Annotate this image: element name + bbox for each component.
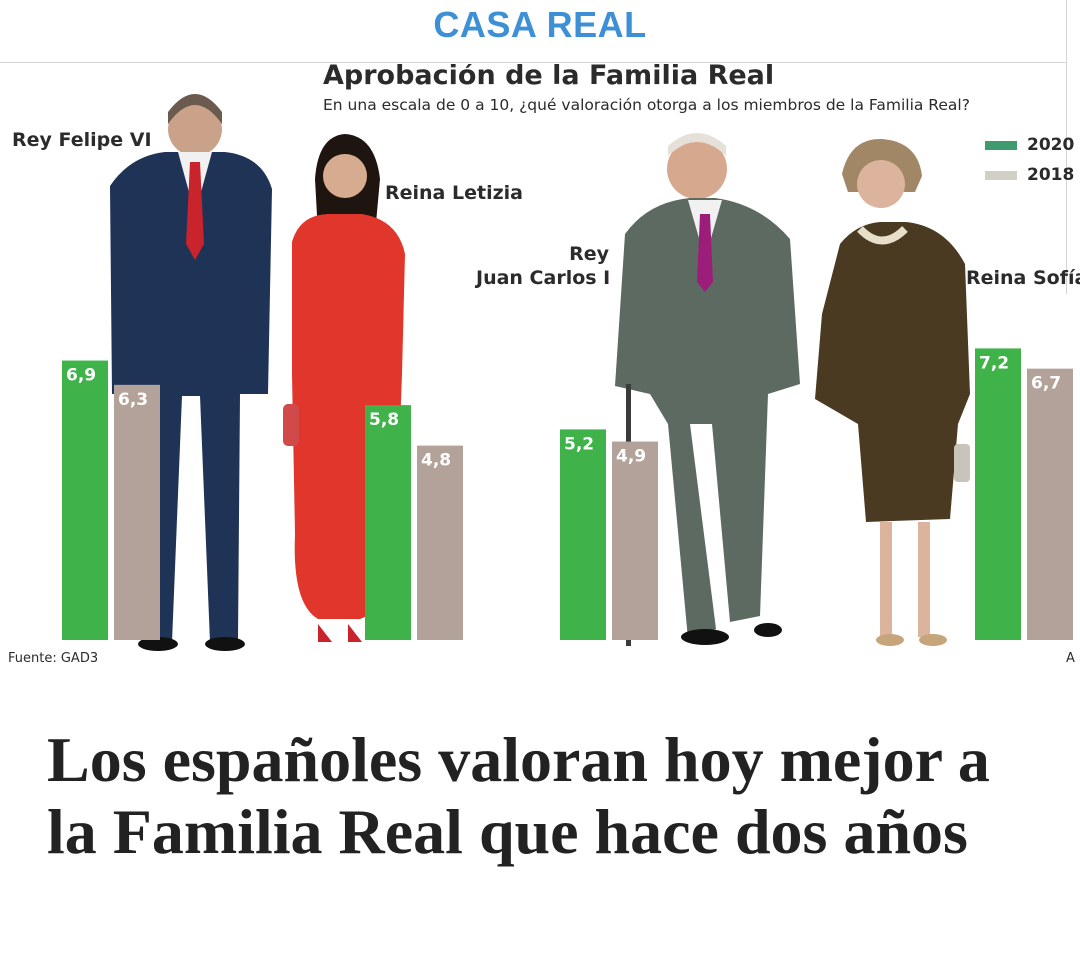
value-label-rey-juan-carlos-2018: 4,9 [616,447,646,467]
bars-layer: 6,9 6,3 5,8 4,8 5,2 4,9 7,2 6,7 [62,348,1073,640]
frame-edge [1066,0,1067,294]
label-rey-juan-carlos-line2: Juan Carlos I [476,267,611,289]
bar-reina-sofia-2020 [975,348,1021,640]
legend-swatch-2020 [985,140,1017,150]
bar-rey-felipe-2020 [62,360,108,640]
chart-credit: A [1066,651,1075,666]
legend-item-2020: 2020 [985,130,1074,160]
value-label-reina-letizia-2018: 4,8 [421,451,451,471]
label-reina-letizia: Reina Letizia [385,182,523,204]
label-rey-felipe: Rey Felipe VI [12,129,152,151]
bar-rey-juan-carlos-2018 [612,441,658,640]
bar-reina-letizia-2018 [417,445,463,640]
label-reina-sofia: Reina Sofía [966,267,1080,289]
chart-legend: 2020 2018 [985,130,1074,190]
chart-source: Fuente: GAD3 [8,651,99,666]
chart-subtitle: En una escala de 0 a 10, ¿qué valoración… [323,96,970,114]
label-rey-juan-carlos-line1: Rey [569,243,609,265]
chart-title: Aprobación de la Familia Real [323,64,775,91]
bar-reina-letizia-2020 [365,405,411,640]
value-label-reina-letizia-2020: 5,8 [369,410,399,430]
label-rey-juan-carlos: Rey Juan Carlos I [476,242,611,290]
value-label-rey-juan-carlos-2020: 5,2 [564,434,594,454]
value-label-rey-felipe-2020: 6,9 [66,366,96,386]
legend-swatch-2018 [985,170,1017,180]
legend-label-2018: 2018 [1027,165,1075,185]
header-divider [0,62,1066,63]
section-label[interactable]: CASA REAL [433,4,647,45]
value-label-rey-felipe-2018: 6,3 [118,390,148,410]
photo-rey-juan-carlos [615,133,800,646]
value-label-reina-sofia-2020: 7,2 [979,353,1009,373]
value-label-reina-sofia-2018: 6,7 [1031,374,1061,394]
bar-rey-juan-carlos-2020 [560,429,606,640]
chart-figure: 6,9 6,3 5,8 4,8 5,2 4,9 7,2 6,7 Aprobación de l… [0,64,1080,684]
chart-canvas: 6,9 6,3 5,8 4,8 5,2 4,9 7,2 6,7 [62,94,1073,651]
photo-reina-sofia [815,138,970,646]
legend-label-2020: 2020 [1027,135,1075,155]
bar-rey-felipe-2018 [114,384,160,640]
bar-reina-sofia-2018 [1027,368,1073,640]
article-headline[interactable]: Los españoles valoran hoy mejor a la Fam… [47,724,990,867]
legend-item-2018: 2018 [985,160,1074,190]
